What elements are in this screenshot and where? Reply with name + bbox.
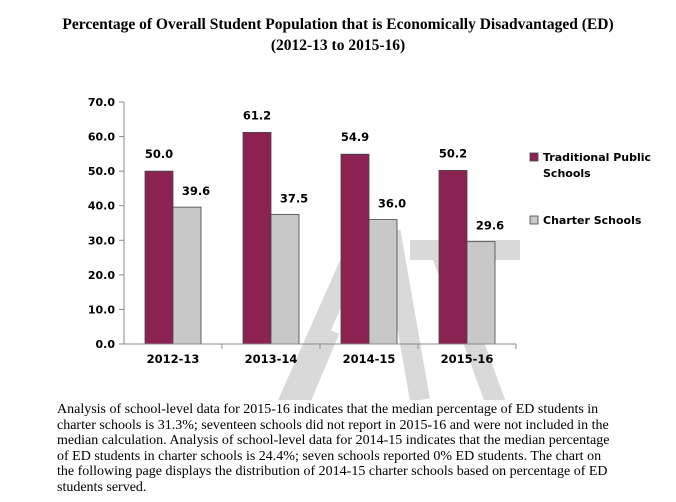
data-label: 36.0 — [378, 197, 406, 211]
x-category-label: 2013-14 — [245, 352, 298, 366]
data-label: 50.0 — [145, 147, 173, 161]
bar-charter-2012-13 — [172, 206, 202, 345]
bar-chart: 0.0 10.0 20.0 30.0 40.0 50.0 60.0 70.0 50.0 39.6… — [88, 96, 651, 400]
y-tick-label: 0.0 — [96, 338, 116, 351]
y-tick-label: 70.0 — [88, 96, 115, 109]
y-tick-label: 10.0 — [88, 303, 115, 316]
legend-swatch-traditional — [529, 152, 539, 162]
bar-traditional-2012-13 — [144, 170, 174, 345]
data-label: 54.9 — [341, 130, 369, 144]
bar-traditional-2015-16 — [438, 170, 468, 345]
bar-charter-2015-16 — [466, 241, 496, 345]
chart-title-line-2: (2012-13 to 2015-16) — [270, 37, 406, 54]
legend-label: Traditional Public — [543, 151, 651, 164]
y-tick-label: 40.0 — [88, 200, 115, 213]
bar-traditional-2014-15 — [340, 153, 370, 345]
bar-charter-2014-15 — [368, 219, 398, 345]
y-tick-label: 30.0 — [88, 234, 115, 247]
x-category-label: 2015-16 — [441, 352, 494, 366]
x-category-label: 2012-13 — [147, 352, 200, 366]
x-category-label: 2014-15 — [343, 352, 396, 366]
data-label: 50.2 — [439, 146, 467, 160]
chart-title-line-1: Percentage of Overall Student Population… — [62, 16, 614, 33]
labels: 50.0 39.6 2012-13 61.2 37.5 2013-14 54.9 36.0 20… — [145, 108, 504, 366]
watermark-stroke — [289, 326, 340, 400]
analysis-paragraph: Analysis of school-level data for 2015-1… — [57, 402, 610, 495]
y-axis-ticks: 0.0 10.0 20.0 30.0 40.0 50.0 60.0 70.0 — [88, 96, 517, 351]
legend-label: Charter Schools — [543, 214, 642, 227]
axes — [123, 102, 516, 345]
y-tick-label: 20.0 — [88, 269, 115, 282]
legend-label: Schools — [543, 167, 591, 180]
legend: Traditional Public Schools Charter Schools — [529, 151, 651, 227]
bars — [144, 132, 496, 345]
legend-swatch-charter — [529, 215, 539, 225]
y-tick-label: 50.0 — [88, 165, 115, 178]
bar-traditional-2013-14 — [242, 132, 272, 345]
bar-charter-2013-14 — [270, 213, 300, 345]
data-label: 37.5 — [280, 191, 308, 205]
y-tick-label: 60.0 — [88, 131, 115, 144]
data-label: 29.6 — [476, 219, 504, 233]
data-label: 39.6 — [182, 184, 210, 198]
chart-title: Percentage of Overall Student Population… — [0, 14, 676, 56]
data-label: 61.2 — [243, 108, 271, 122]
